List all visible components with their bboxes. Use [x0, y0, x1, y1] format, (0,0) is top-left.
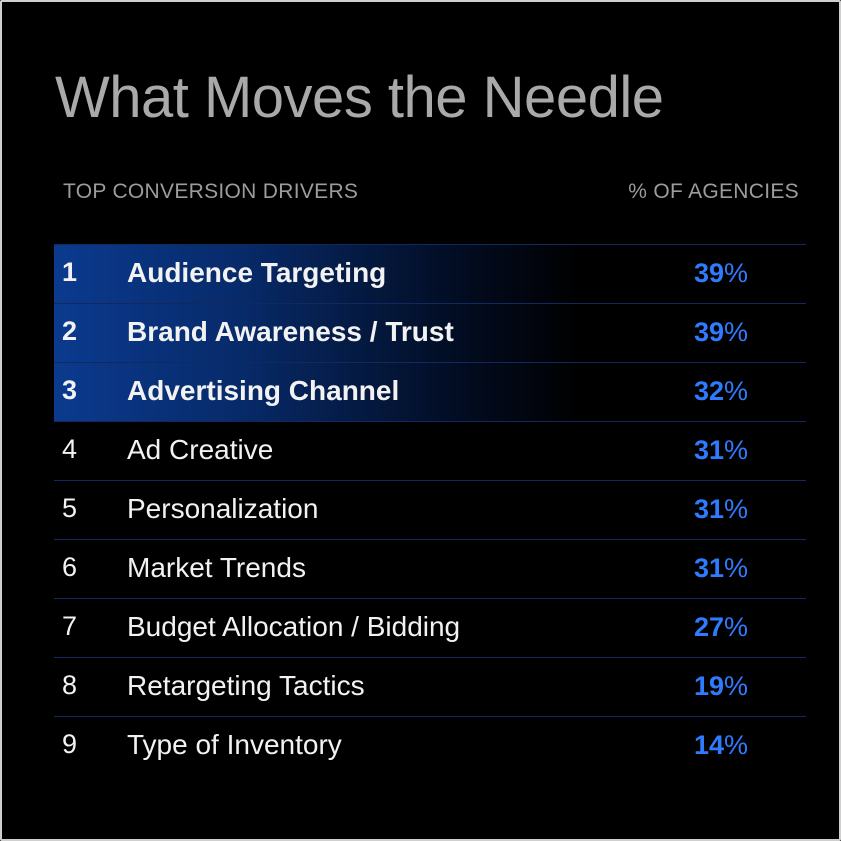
table-row: 9 Type of Inventory 14% [54, 716, 806, 775]
rank-number: 1 [62, 257, 78, 287]
driver-label: Type of Inventory [127, 729, 342, 760]
percent-number: 14 [693, 730, 724, 760]
percent-number: 19 [693, 671, 724, 701]
driver-label: Market Trends [127, 552, 306, 583]
percent-sign: % [723, 258, 748, 288]
column-header-drivers: TOP CONVERSION DRIVERS [63, 180, 359, 203]
percent-number: 31 [693, 553, 724, 583]
percent-sign: % [723, 317, 748, 347]
rank-number: 4 [62, 434, 78, 464]
percent-number: 27 [693, 612, 724, 642]
percent-value: 31% [694, 494, 748, 525]
percent-value: 14% [694, 730, 748, 761]
table-row: 6 Market Trends 31% [54, 539, 806, 598]
rank-number: 8 [62, 670, 78, 700]
rank-number: 6 [62, 552, 78, 582]
driver-label: Advertising Channel [127, 375, 400, 406]
percent-sign: % [723, 612, 748, 642]
table-row: 2 Brand Awareness / Trust 39% [54, 303, 806, 362]
percent-sign: % [723, 671, 748, 701]
percent-value: 19% [694, 671, 748, 702]
driver-label: Retargeting Tactics [127, 670, 365, 701]
table-row: 8 Retargeting Tactics 19% [54, 657, 806, 716]
percent-sign: % [723, 376, 748, 406]
rank-number: 2 [62, 316, 78, 346]
table-row: 4 Ad Creative 31% [54, 421, 806, 480]
percent-value: 39% [694, 258, 748, 289]
percent-number: 39 [693, 317, 724, 347]
percent-value: 32% [694, 376, 748, 407]
driver-label: Personalization [127, 493, 319, 524]
percent-value: 31% [694, 553, 748, 584]
column-header-percent: % OF AGENCIES [628, 180, 799, 203]
driver-label: Audience Targeting [127, 257, 387, 288]
driver-label: Ad Creative [127, 434, 274, 465]
percent-number: 31 [693, 494, 724, 524]
page-title: What Moves the Needle [55, 65, 664, 130]
table-row: 1 Audience Targeting 39% [54, 244, 806, 303]
table-row: 3 Advertising Channel 32% [54, 362, 806, 421]
percent-sign: % [723, 494, 748, 524]
rank-number: 3 [62, 375, 78, 405]
percent-sign: % [723, 730, 748, 760]
percent-value: 27% [694, 612, 748, 643]
percent-sign: % [723, 553, 748, 583]
percent-number: 31 [693, 435, 724, 465]
driver-label: Budget Allocation / Bidding [127, 611, 461, 642]
percent-number: 39 [693, 258, 724, 288]
percent-value: 31% [694, 435, 748, 466]
percent-number: 32 [693, 376, 724, 406]
rank-number: 9 [62, 729, 78, 759]
percent-value: 39% [694, 317, 748, 348]
drivers-table: 1 Audience Targeting 39% 2 Brand Awareness /… [54, 244, 806, 775]
rank-number: 7 [62, 611, 78, 641]
table-row: 7 Budget Allocation / Bidding 27% [54, 598, 806, 657]
rank-number: 5 [62, 493, 78, 523]
table-row: 5 Personalization 31% [54, 480, 806, 539]
driver-label: Brand Awareness / Trust [127, 316, 454, 347]
percent-sign: % [723, 435, 748, 465]
